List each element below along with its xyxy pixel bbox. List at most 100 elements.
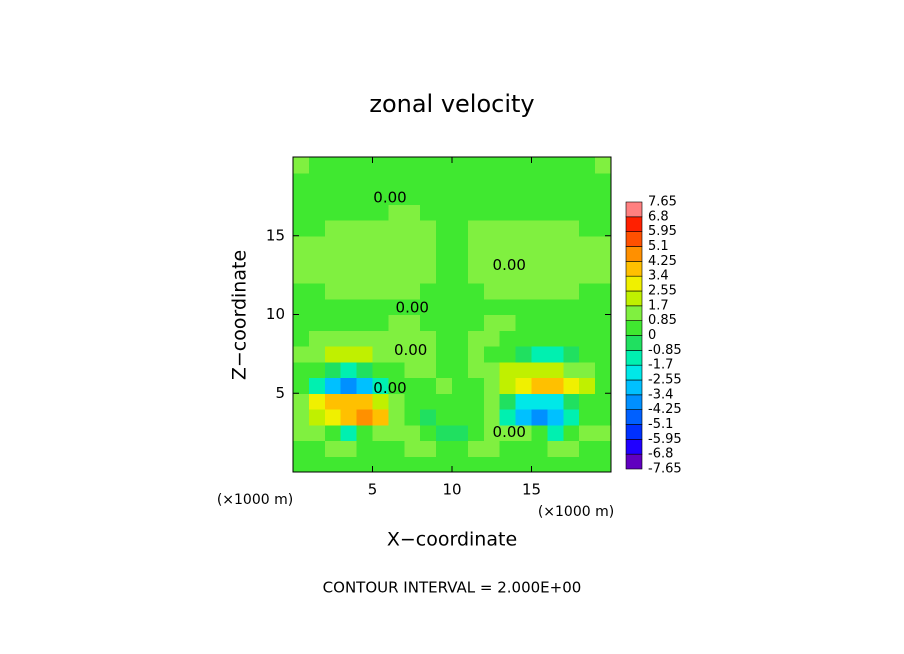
field-cell [531, 172, 548, 189]
x-tick-label: 5 [368, 481, 378, 499]
field-cell [467, 440, 485, 457]
field-cell [404, 157, 421, 174]
field-cell [388, 346, 405, 363]
colorbar-swatch [625, 290, 643, 307]
colorbar-label: -5.95 [648, 432, 682, 447]
contour-label: 0.00 [373, 379, 406, 397]
field-cell [467, 157, 485, 174]
field-cell [547, 235, 564, 252]
field-cell [483, 393, 501, 410]
field-cell [436, 314, 453, 331]
field-cell [324, 440, 342, 457]
field-cell [293, 251, 310, 268]
field-cell [579, 267, 596, 284]
field-cell [404, 377, 421, 394]
field-cell [388, 424, 405, 441]
contour-label: 0.00 [394, 341, 427, 359]
field-cell [388, 188, 405, 205]
field-cell [293, 361, 310, 378]
colorbar-swatch [625, 261, 643, 277]
field-cell [436, 157, 453, 174]
colorbar-label: 4.25 [648, 254, 677, 269]
field-cell [324, 298, 342, 315]
field-cell [595, 267, 612, 284]
colorbar-label: 2.55 [648, 284, 677, 299]
field-cell [372, 251, 389, 268]
field-cell [499, 157, 517, 174]
field-cell [293, 346, 310, 363]
field-cell [563, 377, 580, 394]
field-cell [340, 204, 358, 221]
field-cell [563, 220, 580, 237]
colorbar-swatch [625, 335, 643, 351]
field-cell [404, 172, 421, 189]
field-cell [515, 346, 532, 363]
field-cell [467, 172, 485, 189]
field-cell [308, 330, 326, 347]
field-cell [483, 251, 501, 268]
field-cell [467, 424, 485, 441]
field-cell [372, 172, 389, 189]
field-cell [595, 361, 612, 378]
field-cell [579, 220, 596, 237]
colorbar-label: 1.7 [648, 298, 669, 313]
field-cell [372, 298, 389, 315]
field-cell [595, 298, 612, 315]
field-cell [308, 346, 326, 363]
field-cell [420, 346, 437, 363]
field-cell [595, 188, 612, 205]
y-tick-label: 5 [275, 384, 285, 402]
field-cell [595, 235, 612, 252]
y-tick-label: 15 [266, 226, 285, 244]
field-cell [340, 377, 358, 394]
field-cell [483, 409, 501, 426]
field-cell [452, 424, 469, 441]
field-cell [547, 424, 564, 441]
colorbar-swatch [625, 275, 643, 292]
colorbar-label: 5.1 [648, 239, 669, 254]
y-axis-label: Z−coordinate [229, 250, 251, 380]
field-cell [467, 298, 485, 315]
field-cell [420, 157, 437, 174]
field-cell [356, 157, 373, 174]
field-cell [499, 251, 517, 268]
field-cell [467, 314, 485, 331]
field-cell [483, 361, 501, 378]
field-cell [356, 267, 373, 284]
field-cell [436, 361, 453, 378]
field-cell [340, 361, 358, 378]
field-cell [547, 298, 564, 315]
field-cell [420, 377, 437, 394]
field-cell [531, 377, 548, 394]
field-cell [324, 393, 342, 410]
field-cell [324, 172, 342, 189]
field-cell [452, 456, 469, 473]
field-cell [388, 393, 405, 410]
field-cell [595, 456, 612, 473]
field-cell [531, 440, 548, 457]
field-cell [293, 157, 310, 174]
field-cell [308, 456, 326, 473]
field-cell [340, 172, 358, 189]
field-cell [340, 440, 358, 457]
field-cell [467, 220, 485, 237]
field-cell [483, 188, 501, 205]
field-cell [595, 283, 612, 300]
field-cell [308, 393, 326, 410]
field-cell [467, 409, 485, 426]
field-cell [547, 377, 564, 394]
field-cell [293, 377, 310, 394]
field-cell [293, 172, 310, 189]
field-cell [499, 235, 517, 252]
colorbar-label: -4.25 [648, 402, 682, 417]
field-cell [595, 220, 612, 237]
field-cell [372, 424, 389, 441]
field-cell [515, 330, 532, 347]
field-cell [452, 267, 469, 284]
field-cell [595, 346, 612, 363]
field-cell [515, 298, 532, 315]
field-cell [563, 440, 580, 457]
field-cell [356, 314, 373, 331]
field-cell [388, 157, 405, 174]
field-cell [483, 346, 501, 363]
